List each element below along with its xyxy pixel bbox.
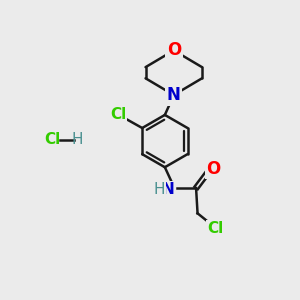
Text: N: N bbox=[167, 86, 181, 104]
Text: O: O bbox=[206, 160, 220, 178]
Text: H: H bbox=[154, 182, 165, 197]
Text: Cl: Cl bbox=[207, 221, 224, 236]
Text: Cl: Cl bbox=[110, 106, 127, 122]
Text: N: N bbox=[162, 182, 175, 197]
Text: O: O bbox=[167, 41, 181, 59]
Text: H: H bbox=[71, 132, 83, 147]
Text: Cl: Cl bbox=[44, 132, 60, 147]
